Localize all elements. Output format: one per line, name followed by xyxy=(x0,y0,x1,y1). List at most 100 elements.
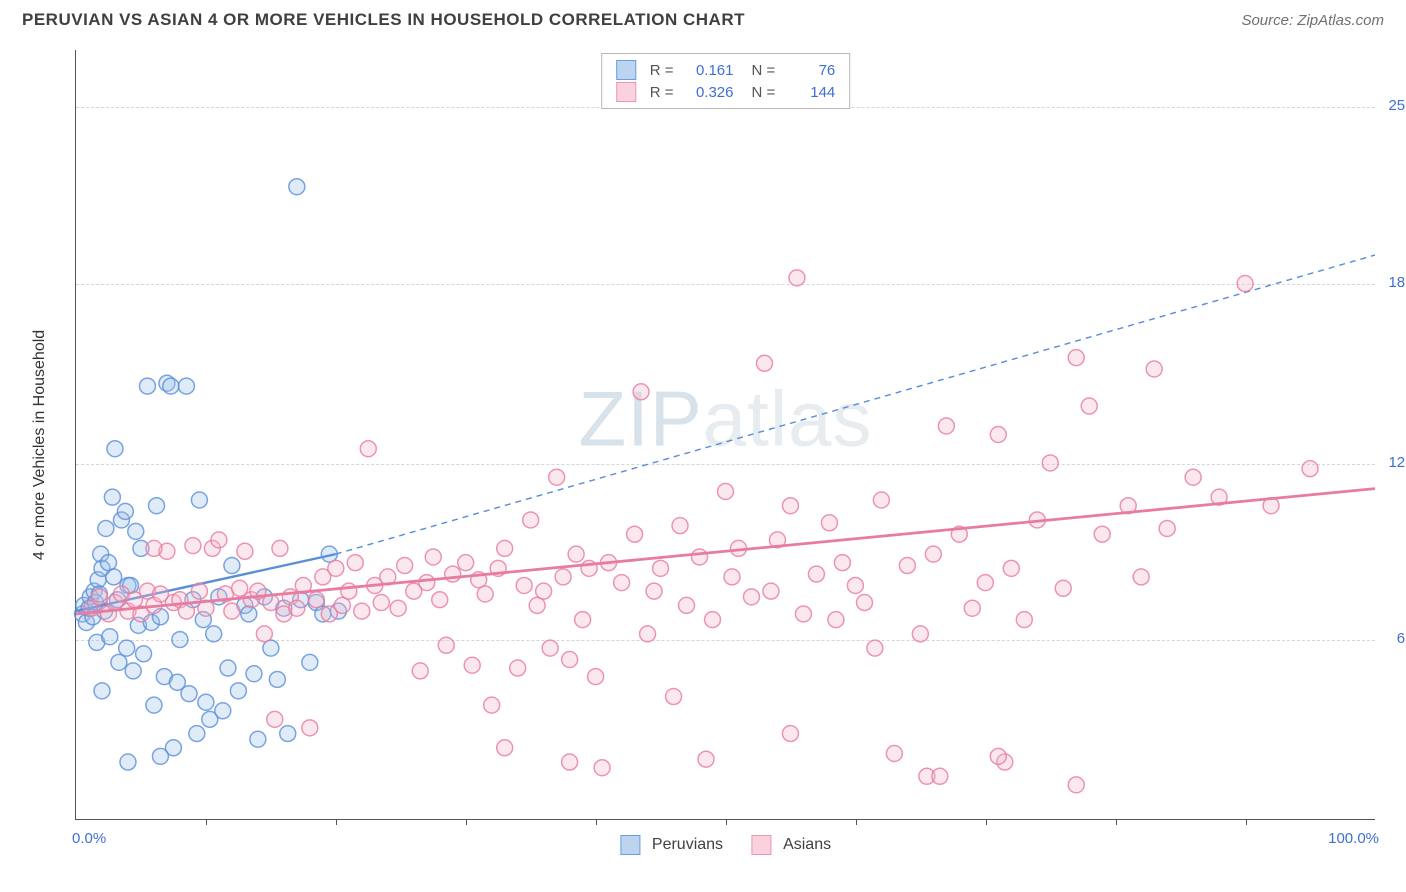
data-point xyxy=(808,566,824,582)
legend-swatch xyxy=(751,835,771,855)
data-point xyxy=(555,569,571,585)
data-point xyxy=(98,520,114,536)
data-point xyxy=(828,612,844,628)
data-point xyxy=(568,546,584,562)
data-point xyxy=(718,483,734,499)
legend-swatch xyxy=(620,835,640,855)
x-axis-min: 0.0% xyxy=(72,830,106,847)
data-point xyxy=(149,498,165,514)
data-point xyxy=(206,626,222,642)
data-point xyxy=(432,592,448,608)
data-point xyxy=(856,595,872,611)
data-point xyxy=(938,418,954,434)
x-tick xyxy=(336,819,337,825)
data-point xyxy=(640,626,656,642)
data-point xyxy=(438,637,454,653)
data-point xyxy=(1133,569,1149,585)
stat-n-label: N = xyxy=(752,84,776,101)
data-point xyxy=(562,652,578,668)
y-axis-label: 4 or more Vehicles in Household xyxy=(31,330,49,560)
x-tick xyxy=(726,819,727,825)
data-point xyxy=(497,540,513,556)
data-point xyxy=(246,666,262,682)
data-point xyxy=(977,575,993,591)
data-point xyxy=(1016,612,1032,628)
data-point xyxy=(1055,580,1071,596)
data-point xyxy=(189,726,205,742)
data-point xyxy=(373,595,389,611)
data-point xyxy=(354,603,370,619)
data-point xyxy=(795,606,811,622)
data-point xyxy=(241,606,257,622)
data-point xyxy=(445,566,461,582)
data-point xyxy=(198,694,214,710)
data-point xyxy=(847,577,863,593)
legend-row: R =0.326N =144 xyxy=(616,81,836,103)
correlation-legend: R =0.161N =76R =0.326N =144 xyxy=(601,53,851,109)
data-point xyxy=(484,697,500,713)
data-point xyxy=(633,384,649,400)
trend-line-extrapolated xyxy=(336,255,1375,554)
x-tick xyxy=(1246,819,1247,825)
data-point xyxy=(136,646,152,662)
data-point xyxy=(1042,455,1058,471)
data-point xyxy=(107,441,123,457)
data-point xyxy=(360,441,376,457)
data-point xyxy=(302,720,318,736)
data-point xyxy=(237,543,253,559)
data-point xyxy=(646,583,662,599)
data-point xyxy=(477,586,493,602)
series-legend-item: Peruvians xyxy=(620,835,723,855)
data-point xyxy=(172,632,188,648)
data-point xyxy=(397,558,413,574)
data-point xyxy=(873,492,889,508)
data-point xyxy=(230,683,246,699)
data-point xyxy=(224,558,240,574)
data-point xyxy=(1159,520,1175,536)
data-point xyxy=(614,575,630,591)
data-point xyxy=(821,515,837,531)
legend-swatch xyxy=(616,60,636,80)
data-point xyxy=(666,689,682,705)
data-point xyxy=(419,575,435,591)
series-legend-item: Asians xyxy=(751,835,831,855)
data-point xyxy=(1237,276,1253,292)
source-attribution: Source: ZipAtlas.com xyxy=(1241,12,1384,29)
data-point xyxy=(536,583,552,599)
series-name: Peruvians xyxy=(652,836,723,854)
data-point xyxy=(743,589,759,605)
data-point xyxy=(120,754,136,770)
data-point xyxy=(1302,461,1318,477)
data-point xyxy=(269,671,285,687)
data-point xyxy=(220,660,236,676)
data-point xyxy=(588,669,604,685)
data-point xyxy=(867,640,883,656)
data-point xyxy=(782,498,798,514)
y-tick-label: 12.5% xyxy=(1388,454,1406,471)
stat-r-value: 0.161 xyxy=(684,62,734,79)
data-point xyxy=(464,657,480,673)
data-point xyxy=(224,603,240,619)
chart-container: 4 or more Vehicles in Household ZIPatlas… xyxy=(50,45,1390,845)
chart-title: PERUVIAN VS ASIAN 4 OR MORE VEHICLES IN … xyxy=(22,10,745,30)
x-tick xyxy=(1116,819,1117,825)
legend-row: R =0.161N =76 xyxy=(616,59,836,81)
data-point xyxy=(178,378,194,394)
data-point xyxy=(185,538,201,554)
data-point xyxy=(990,427,1006,443)
series-legend: Peruvians Asians xyxy=(620,835,831,855)
data-point xyxy=(125,663,141,679)
data-point xyxy=(146,697,162,713)
data-point xyxy=(542,640,558,656)
data-point xyxy=(181,686,197,702)
data-point xyxy=(347,555,363,571)
data-point xyxy=(425,549,441,565)
x-tick xyxy=(466,819,467,825)
data-point xyxy=(763,583,779,599)
stat-r-label: R = xyxy=(650,62,674,79)
plot-area: ZIPatlas 6.3%12.5%18.8%25.0% R =0.161N =… xyxy=(75,50,1375,820)
stat-r-value: 0.326 xyxy=(684,84,734,101)
trend-line xyxy=(76,489,1375,614)
data-point xyxy=(549,469,565,485)
x-tick xyxy=(596,819,597,825)
